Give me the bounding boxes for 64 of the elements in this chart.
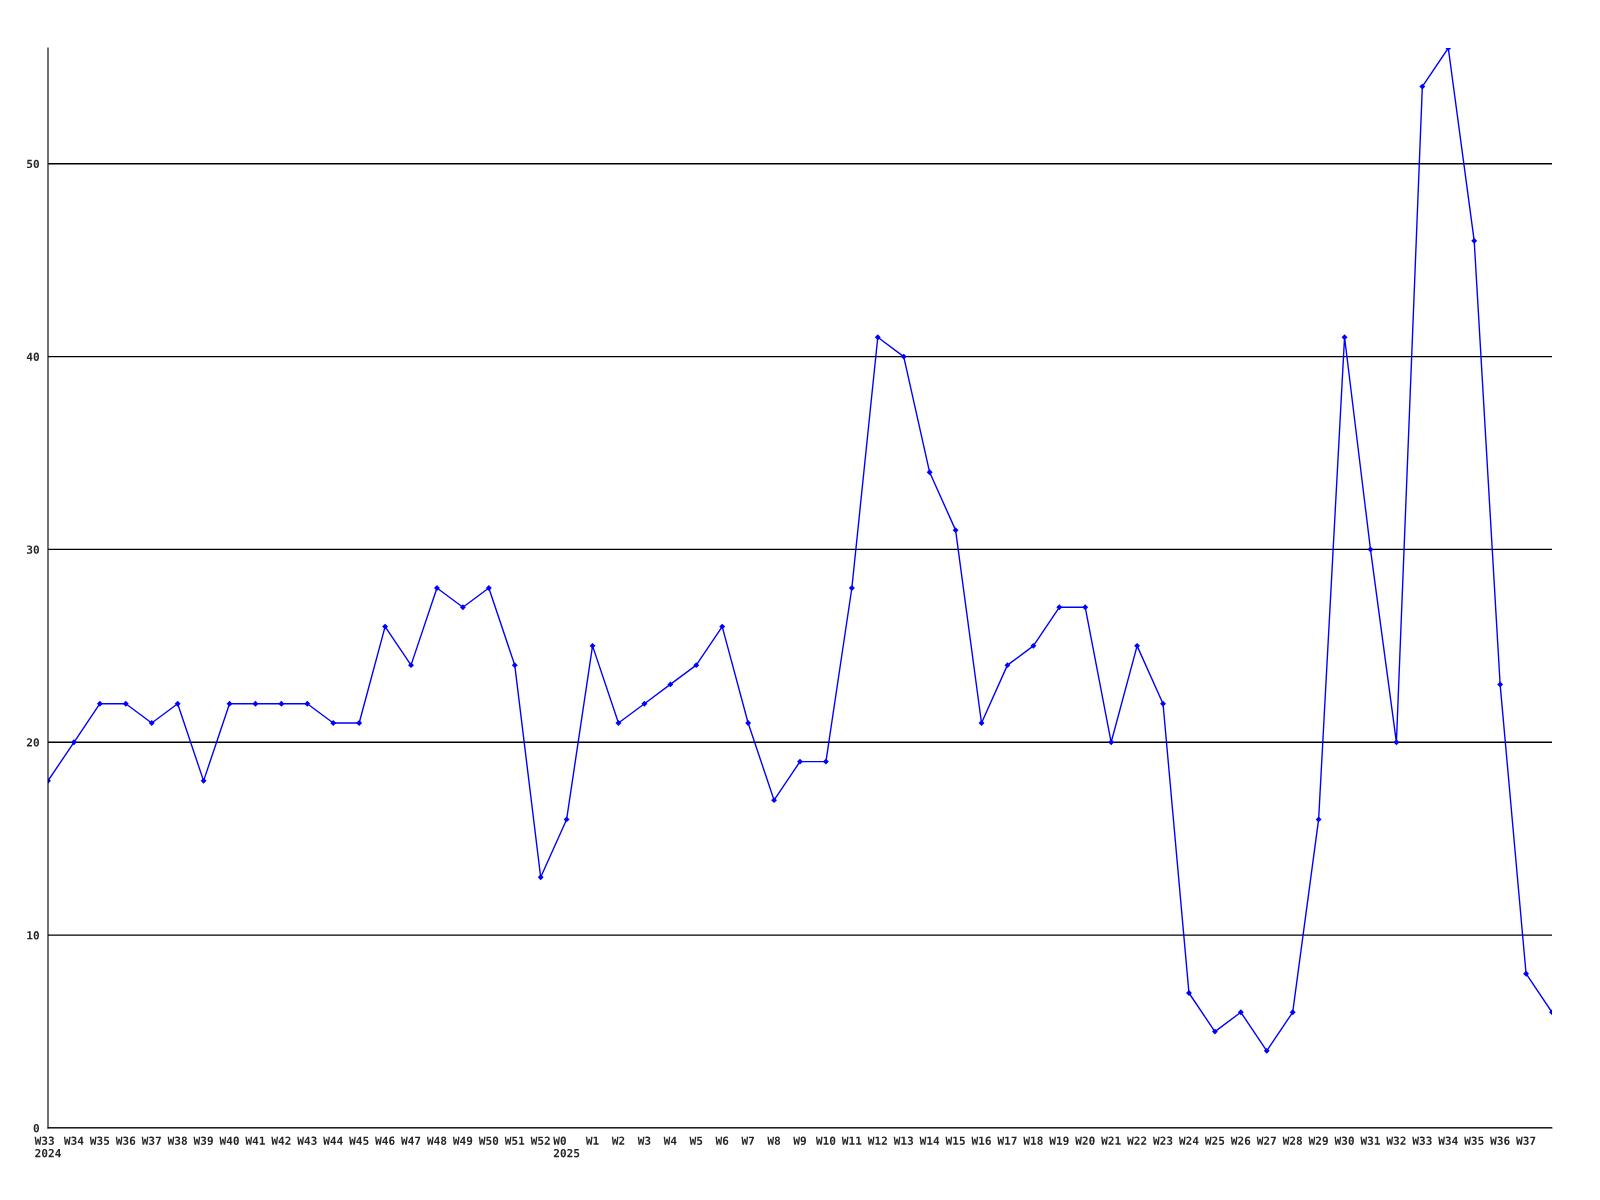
x-tick-label: W37 bbox=[141, 1136, 161, 1145]
x-tick-label: W50 bbox=[478, 1136, 499, 1145]
x-tick-label: W52 bbox=[530, 1136, 550, 1145]
x-tick-label: W47 bbox=[401, 1136, 421, 1145]
x-tick-label: W2 bbox=[611, 1136, 625, 1145]
x-tick-label: W24 bbox=[1178, 1136, 1199, 1145]
x-tick-label: W37 bbox=[1516, 1136, 1536, 1145]
x-tick-label: W33 2024 bbox=[34, 1136, 61, 1158]
x-tick-label: W30 bbox=[1334, 1136, 1354, 1145]
x-tick-label: W0 2025 bbox=[553, 1136, 580, 1158]
x-tick-label: W15 bbox=[945, 1136, 965, 1145]
x-tick-label: W7 bbox=[741, 1136, 754, 1145]
x-tick-label: W48 bbox=[426, 1136, 447, 1145]
x-tick-label: W9 bbox=[793, 1136, 806, 1145]
x-tick-label: W19 bbox=[1049, 1136, 1069, 1145]
x-tick-label: W44 bbox=[323, 1136, 343, 1145]
x-tick-label: W10 bbox=[815, 1136, 836, 1145]
x-tick-label: W13 bbox=[893, 1136, 914, 1145]
x-tick-label: W23 bbox=[1153, 1136, 1173, 1145]
x-tick-label: W29 bbox=[1308, 1136, 1328, 1145]
x-tick-label: W1 bbox=[585, 1136, 599, 1145]
x-tick-label: W38 bbox=[167, 1136, 187, 1145]
x-tick-label: W39 bbox=[193, 1136, 213, 1145]
x-tick-label: W22 bbox=[1127, 1136, 1147, 1145]
y-tick-label: 20 bbox=[26, 738, 39, 747]
x-tick-label: W5 bbox=[689, 1136, 703, 1145]
x-tick-label: W6 bbox=[715, 1136, 729, 1145]
x-tick-label: W14 bbox=[919, 1136, 940, 1145]
x-tick-label: W16 bbox=[971, 1136, 991, 1145]
x-tick-label: W26 bbox=[1230, 1136, 1251, 1145]
x-tick-label: W17 bbox=[997, 1136, 1017, 1145]
y-tick-label: 10 bbox=[27, 931, 39, 940]
x-tick-label: W46 bbox=[375, 1136, 395, 1145]
y-tick-label: 30 bbox=[26, 545, 39, 554]
x-tick-label: W8 bbox=[767, 1136, 781, 1145]
x-tick-label: W18 bbox=[1023, 1136, 1043, 1145]
x-tick-label: W35 bbox=[89, 1136, 110, 1145]
x-tick-label: W36 bbox=[1490, 1136, 1510, 1145]
y-tick-label: 40 bbox=[26, 352, 39, 361]
x-tick-label: W21 bbox=[1101, 1136, 1121, 1145]
x-tick-label: W34 bbox=[63, 1136, 84, 1145]
x-tick-label: W40 bbox=[219, 1136, 239, 1145]
x-tick-label: W35 bbox=[1464, 1136, 1484, 1145]
y-tick-label: 50 bbox=[27, 159, 39, 169]
x-tick-label: W32 bbox=[1386, 1136, 1406, 1145]
x-tick-label: W31 bbox=[1360, 1136, 1380, 1145]
x-tick-label: W45 bbox=[349, 1136, 369, 1145]
x-tick-label: W27 bbox=[1256, 1136, 1276, 1145]
x-tick-label: W33 bbox=[1412, 1136, 1432, 1145]
x-tick-label: W20 bbox=[1075, 1136, 1095, 1145]
x-tick-label: W25 bbox=[1204, 1136, 1225, 1145]
x-tick-label: W28 bbox=[1282, 1136, 1303, 1145]
x-tick-label: W43 bbox=[297, 1136, 317, 1145]
x-tick-label: W34 bbox=[1438, 1136, 1458, 1145]
x-tick-label: W3 bbox=[637, 1136, 651, 1145]
x-tick-label: W11 bbox=[841, 1136, 862, 1145]
x-tick-label: W42 bbox=[271, 1136, 291, 1145]
x-tick-label: W36 bbox=[115, 1136, 136, 1145]
x-tick-label: W51 bbox=[504, 1136, 525, 1145]
x-tick-label: W49 bbox=[452, 1136, 473, 1145]
x-tick-label: W41 bbox=[245, 1136, 265, 1145]
x-tick-label: W12 bbox=[867, 1136, 887, 1145]
y-tick-label: 0 bbox=[33, 1123, 39, 1133]
x-tick-label: W4 bbox=[663, 1136, 677, 1145]
